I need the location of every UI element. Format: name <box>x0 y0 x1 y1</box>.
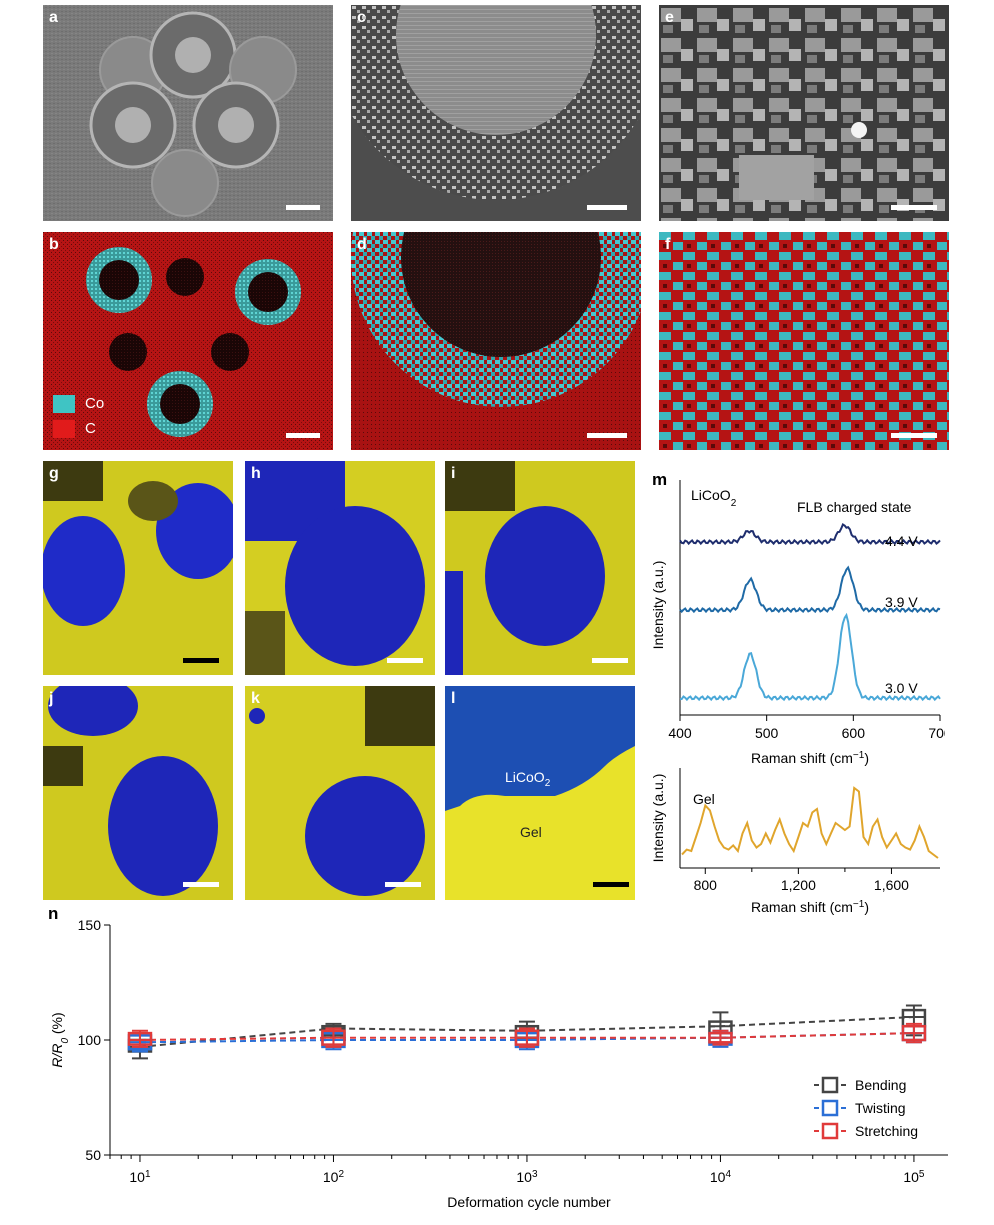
panel-label-g: g <box>49 465 59 482</box>
legend-item-bending: Bending <box>814 1076 906 1094</box>
panel-label-l: l <box>451 690 456 707</box>
x-axis-label: Deformation cycle number <box>447 1194 611 1210</box>
legend-label: Twisting <box>855 1100 906 1116</box>
state-label: FLB charged state <box>797 499 912 515</box>
eds-panel-d: d <box>351 232 641 450</box>
eds-panel-f: f <box>659 232 949 450</box>
x-axis-label: Raman shift (cm−1) <box>751 899 869 916</box>
raman-spectra-licoo2: 400 500 600 700 LiCoO2 FLB charged state 4.… <box>650 480 945 767</box>
raman-spectrum-gel: 800 1,200 1,600 Gel Intensity (a.u.) Raman… <box>650 768 940 916</box>
scale-bar-f <box>891 433 937 438</box>
raman-map-k: k <box>245 686 435 900</box>
x-tick-label: 101 <box>129 1169 151 1186</box>
eds-map-b <box>43 232 333 450</box>
x-tick-label: 800 <box>694 877 718 893</box>
eds-map-f <box>659 232 949 450</box>
series-line-4-4-V <box>679 523 941 546</box>
raman-map-g: g <box>43 461 233 675</box>
sem-image-e <box>659 5 949 221</box>
legend-label-c: C <box>85 420 96 437</box>
series-line-gel <box>681 786 939 859</box>
scale-bar-k <box>385 882 421 887</box>
sem-panel-c: c <box>351 5 641 221</box>
series-line-stretching <box>139 1032 914 1041</box>
legend-item-stretching: Stretching <box>814 1122 918 1140</box>
legend-label-co: Co <box>85 395 105 412</box>
box-stretching <box>708 1029 733 1046</box>
eds-panel-b: b Co C <box>43 232 333 450</box>
resistance-chart: 50 100 150 101 102 103 104 105 Deformation cycle… <box>49 917 948 1210</box>
legend-label: Stretching <box>855 1123 918 1139</box>
series-label-3-9v: 3.9 V <box>885 594 918 610</box>
x-axis-label: Raman shift (cm−1) <box>751 750 869 767</box>
sem-panel-a: a <box>43 5 333 221</box>
scale-bar-a <box>286 205 320 210</box>
scale-bar-h <box>387 658 423 663</box>
scale-bar-c <box>587 205 627 210</box>
x-tick-label: 400 <box>668 725 692 741</box>
scale-bar-l <box>593 882 629 887</box>
raman-map-h: h <box>245 461 435 675</box>
series-line-bending <box>139 1016 914 1048</box>
panel-label-f: f <box>665 236 671 253</box>
legend-swatch-co <box>53 395 75 413</box>
x-tick-label: 1,200 <box>781 877 816 893</box>
panel-label-i: i <box>451 465 456 482</box>
x-tick-label: 500 <box>755 725 779 741</box>
raman-map-i: i <box>445 461 635 675</box>
scale-bar-g <box>183 658 219 663</box>
raman-map-j: j <box>43 686 233 900</box>
x-tick-label: 1,600 <box>874 877 909 893</box>
legend-item-twisting: Twisting <box>814 1099 906 1117</box>
panel-label-b: b <box>49 236 59 253</box>
panel-label-n: n <box>48 904 59 923</box>
series-line-3-0-V <box>679 612 941 702</box>
sem-panel-e: e <box>659 5 949 221</box>
panel-label-e: e <box>665 9 674 26</box>
raman-map-l: l LiCoO2 Gel <box>445 686 635 900</box>
scale-bar-e <box>891 205 937 210</box>
y-axis-label: Intensity (a.u.) <box>650 774 666 863</box>
legend-label: Bending <box>855 1077 906 1093</box>
scale-bar-j <box>183 882 219 887</box>
panel-label-j: j <box>49 690 54 707</box>
series-line-3-9-V <box>679 565 941 614</box>
panel-label-c: c <box>357 9 366 26</box>
y-tick-label: 50 <box>85 1147 101 1163</box>
y-axis-label: R/R0 (%) <box>49 1012 71 1067</box>
scale-bar-b <box>286 433 320 438</box>
x-tick-label: 103 <box>516 1169 538 1186</box>
sem-image-c <box>351 5 641 221</box>
x-tick-label: 105 <box>903 1169 925 1186</box>
scale-bar-i <box>592 658 628 663</box>
title-licoo2: LiCoO2 <box>691 487 737 509</box>
legend-swatch-c <box>53 420 75 438</box>
x-tick-label: 700 <box>928 725 945 741</box>
eds-map-d <box>351 232 641 450</box>
panel-label-k: k <box>251 690 260 707</box>
x-tick-label: 600 <box>842 725 866 741</box>
box-stretching <box>127 1029 153 1048</box>
box-stretching <box>321 1027 346 1048</box>
y-tick-label: 100 <box>78 1032 102 1048</box>
label-licoo2: LiCoO2 <box>505 769 551 789</box>
panel-label-m: m <box>652 470 668 489</box>
panel-label-d: d <box>357 236 367 253</box>
panel-label-h: h <box>251 465 261 482</box>
y-tick-label: 150 <box>78 917 102 933</box>
sem-image-a <box>43 5 333 221</box>
box-stretching <box>901 1022 927 1044</box>
series-label-3-0v: 3.0 V <box>885 680 918 696</box>
y-axis-label: Intensity (a.u.) <box>650 561 666 650</box>
scale-bar-d <box>587 433 627 438</box>
label-gel: Gel <box>520 824 542 840</box>
panel-label-a: a <box>49 9 58 26</box>
series-label-4-4v: 4.4 V <box>885 533 918 549</box>
x-tick-label: 102 <box>323 1169 345 1186</box>
x-tick-label: 104 <box>710 1169 732 1186</box>
box-stretching <box>514 1027 540 1048</box>
gel-label: Gel <box>693 791 715 807</box>
